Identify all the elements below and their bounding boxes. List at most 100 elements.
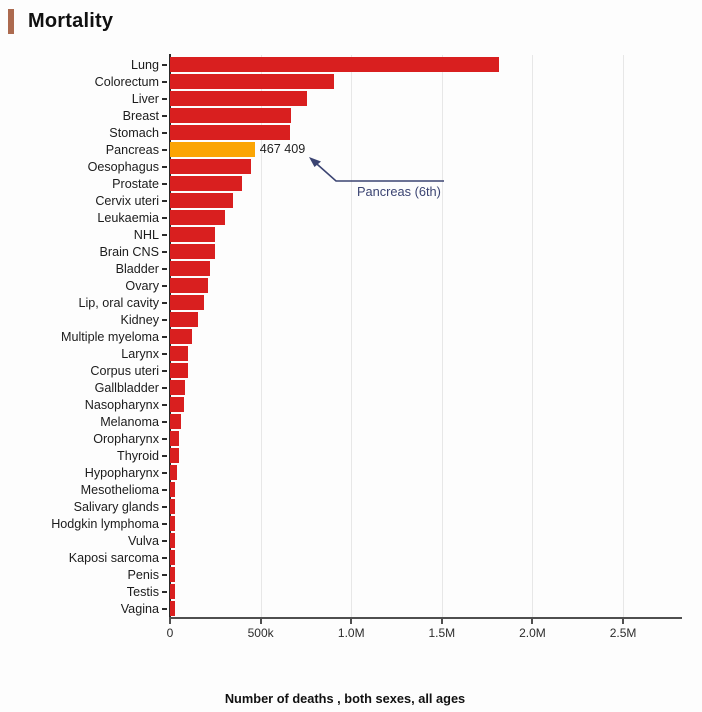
bar-track — [170, 482, 682, 497]
bar[interactable] — [170, 482, 176, 497]
bar[interactable] — [170, 312, 199, 327]
bar[interactable] — [170, 91, 308, 106]
y-tick-mark — [162, 573, 167, 576]
category-label: Stomach — [109, 125, 159, 140]
bar-track — [170, 584, 682, 599]
bar-track — [170, 176, 682, 191]
bar[interactable] — [170, 176, 242, 191]
bar-row: Kaposi sarcoma — [0, 549, 702, 566]
y-tick-mark — [162, 250, 167, 253]
bar[interactable] — [170, 227, 216, 242]
title-accent-bar — [8, 9, 14, 34]
bar-row: Ovary — [0, 277, 702, 294]
bar-track — [170, 57, 682, 72]
bar[interactable] — [170, 210, 226, 225]
bar[interactable] — [170, 448, 179, 463]
bar[interactable] — [170, 601, 176, 616]
x-tick-label: 1.5M — [428, 626, 456, 640]
bar-row: Oropharynx — [0, 430, 702, 447]
bar[interactable] — [170, 465, 178, 480]
bar-row: Lung — [0, 56, 702, 73]
bar-row: Leukaemia — [0, 209, 702, 226]
bar[interactable] — [170, 516, 176, 531]
bar-track — [170, 91, 682, 106]
bar-track — [170, 465, 682, 480]
chart-header: Mortality — [8, 9, 113, 34]
bar-row: Breast — [0, 107, 702, 124]
bar[interactable] — [170, 567, 176, 582]
y-tick-mark — [162, 301, 167, 304]
x-axis-line — [169, 617, 682, 619]
bar-row: Brain CNS — [0, 243, 702, 260]
y-tick-mark — [162, 182, 167, 185]
bar[interactable] — [170, 584, 176, 599]
category-label: Lung — [130, 57, 159, 72]
bar[interactable] — [170, 278, 208, 293]
bar[interactable] — [170, 550, 176, 565]
y-tick-mark — [162, 165, 167, 168]
bar-track — [170, 278, 682, 293]
bar[interactable] — [170, 74, 334, 89]
bar-row: Thyroid — [0, 447, 702, 464]
gridline — [441, 55, 443, 618]
bar[interactable] — [170, 397, 185, 412]
bar[interactable] — [170, 346, 189, 361]
y-tick-mark — [162, 590, 167, 593]
bar-track — [170, 193, 682, 208]
bar-row: NHL — [0, 226, 702, 243]
bar[interactable] — [170, 244, 215, 259]
highlight-value-label: 467 409 — [259, 142, 306, 156]
bar-row: Melanoma — [0, 413, 702, 430]
bar[interactable] — [170, 329, 192, 344]
x-tick-mark — [169, 619, 171, 624]
bar-track — [170, 533, 682, 548]
highlighted-bar[interactable] — [170, 142, 255, 157]
bar[interactable] — [170, 193, 234, 208]
category-label: Ovary — [125, 278, 159, 293]
category-label: Bladder — [115, 261, 159, 276]
bar[interactable] — [170, 380, 186, 395]
y-tick-mark — [162, 335, 167, 338]
bar-track — [170, 312, 682, 327]
bar-track — [170, 516, 682, 531]
bar-track — [170, 363, 682, 378]
bar[interactable] — [170, 261, 210, 276]
bar-track — [170, 108, 682, 123]
bar-row: Kidney — [0, 311, 702, 328]
category-label: Thyroid — [117, 448, 159, 463]
bar-row: Nasopharynx — [0, 396, 702, 413]
bar-track — [170, 414, 682, 429]
bar[interactable] — [170, 57, 500, 72]
y-tick-mark — [162, 148, 167, 151]
bar[interactable] — [170, 159, 251, 174]
bar[interactable] — [170, 108, 291, 123]
y-tick-mark — [162, 216, 167, 219]
y-tick-mark — [162, 131, 167, 134]
bar-track — [170, 295, 682, 310]
category-label: Vulva — [127, 533, 159, 548]
category-label: Oropharynx — [93, 431, 159, 446]
gridline — [532, 55, 534, 618]
bar-track — [170, 125, 682, 140]
bar[interactable] — [170, 363, 188, 378]
bar[interactable] — [170, 295, 205, 310]
y-tick-mark — [162, 352, 167, 355]
bar[interactable] — [170, 533, 176, 548]
x-tick-mark — [440, 619, 443, 624]
bar-row: Prostate — [0, 175, 702, 192]
bar-row: Bladder — [0, 260, 702, 277]
category-label: Brain CNS — [99, 244, 160, 259]
bar[interactable] — [170, 125, 290, 140]
gridline — [623, 55, 625, 618]
bar-row: Mesothelioma — [0, 481, 702, 498]
category-label: Kaposi sarcoma — [68, 550, 159, 565]
bar[interactable] — [170, 414, 181, 429]
bar-row: Vagina — [0, 600, 702, 617]
category-label: Pancreas — [105, 142, 159, 157]
bar[interactable] — [170, 499, 176, 514]
y-tick-mark — [162, 80, 167, 83]
category-label: Liver — [131, 91, 159, 106]
bar[interactable] — [170, 431, 180, 446]
bar-track — [170, 397, 682, 412]
bar-row: Hypopharynx — [0, 464, 702, 481]
